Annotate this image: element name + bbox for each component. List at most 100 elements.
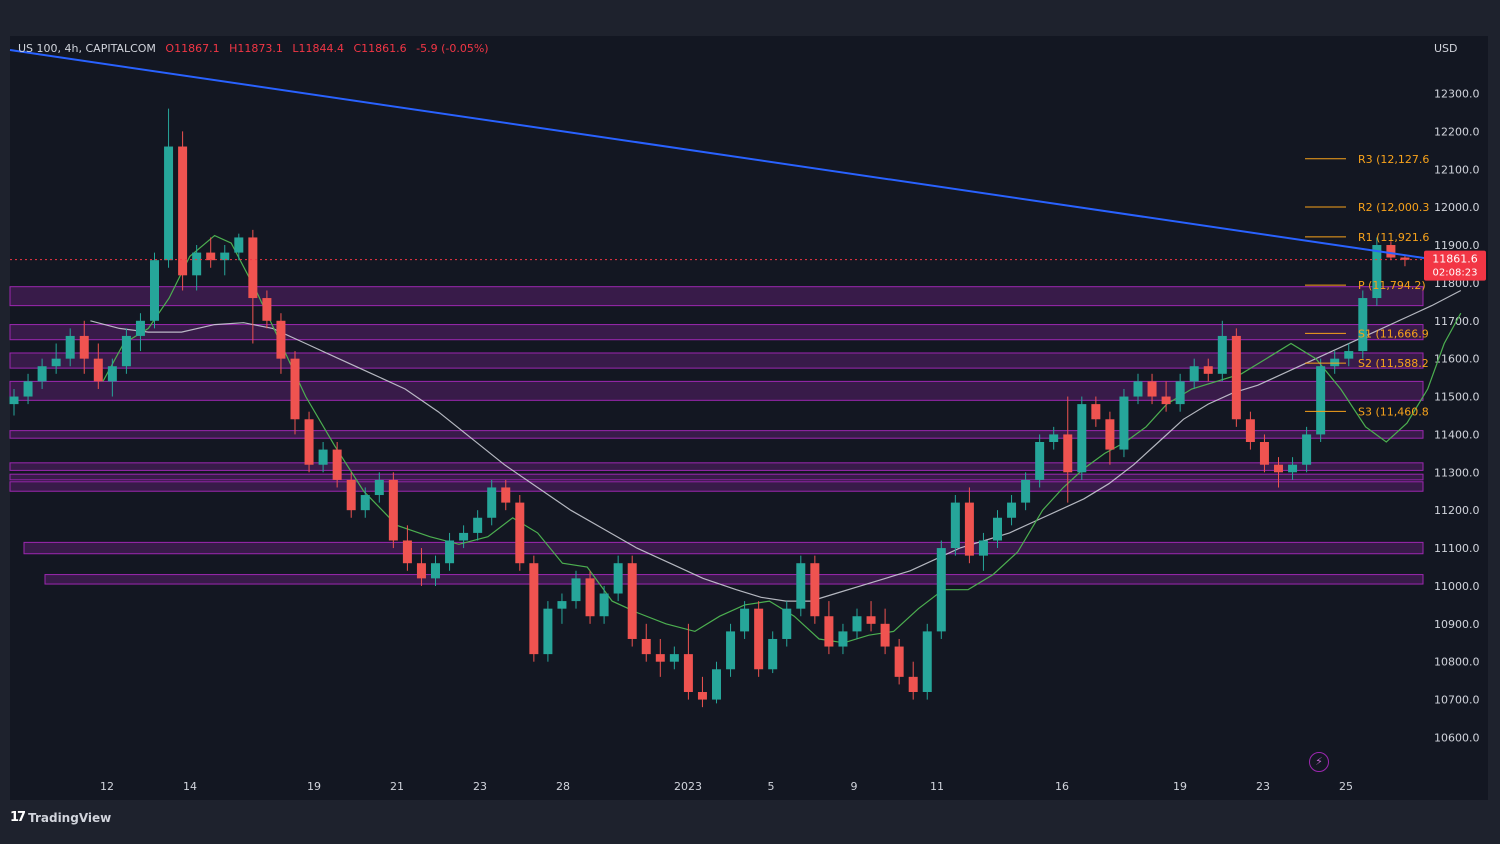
- candle-body: [908, 676, 918, 693]
- high-value: H11873.1: [229, 42, 283, 55]
- candle-body: [318, 449, 328, 465]
- zone-band: [9, 286, 1424, 307]
- candle-body: [683, 654, 693, 693]
- lightning-icon[interactable]: ⚡: [1309, 752, 1329, 772]
- candle-body: [1386, 245, 1396, 258]
- candle-body: [206, 252, 216, 261]
- candle-body: [234, 237, 244, 253]
- candle-body: [431, 563, 440, 579]
- x-tick-label: 19: [1173, 780, 1187, 793]
- x-tick-label: 14: [183, 780, 197, 793]
- candlesticks: [9, 108, 1410, 708]
- candle-body: [1358, 298, 1368, 352]
- candle-body: [1259, 441, 1269, 465]
- y-tick-label: 11500.0: [1434, 391, 1480, 404]
- y-tick-label: 10900.0: [1434, 618, 1480, 631]
- candle-body: [360, 495, 370, 511]
- candle-body: [9, 396, 19, 405]
- candle-body: [1091, 404, 1101, 420]
- support-resistance-zones: [9, 286, 1424, 585]
- candle-body: [894, 646, 904, 677]
- x-tick-label: 28: [556, 780, 570, 793]
- candle-body: [304, 419, 314, 465]
- candle-body: [51, 358, 61, 367]
- candle-body: [192, 252, 202, 276]
- currency-label[interactable]: USD: [1434, 42, 1458, 55]
- candle-body: [838, 631, 848, 647]
- candle-body: [529, 563, 539, 655]
- x-tick-label: 9: [851, 780, 858, 793]
- candle-body: [1175, 381, 1185, 405]
- y-tick-label: 10600.0: [1434, 731, 1480, 744]
- slow-moving-average: [90, 289, 1462, 602]
- candle-body: [964, 502, 974, 556]
- candle-body: [627, 563, 637, 639]
- pivot-label: R2 (12,000.3: [1358, 201, 1429, 214]
- candle-body: [768, 638, 778, 670]
- y-tick-label: 11400.0: [1434, 428, 1480, 441]
- pivot-levels: R3 (12,127.6 R2 (12,000.3 R1 (11,921.6 P (1…: [1305, 153, 1429, 418]
- x-tick-label: 19: [307, 780, 321, 793]
- x-tick-label: 25: [1339, 780, 1353, 793]
- candle-body: [445, 540, 455, 564]
- candle-body: [1245, 419, 1255, 442]
- candle-body: [402, 540, 412, 564]
- y-tick-label: 11300.0: [1434, 466, 1480, 479]
- candle-body: [852, 616, 862, 632]
- candle-body: [1203, 366, 1213, 374]
- candle-body: [571, 578, 581, 602]
- candle-body: [388, 479, 398, 541]
- candle-body: [135, 320, 145, 336]
- zone-band: [23, 541, 1424, 555]
- change-value: -5.9 (-0.05%): [416, 42, 489, 55]
- plot-background: [10, 36, 1488, 800]
- x-tick-label: 16: [1055, 780, 1069, 793]
- symbol-label[interactable]: US 100, 4h, CAPITALCOM: [18, 42, 156, 55]
- candle-body: [922, 631, 932, 693]
- candle-body: [1007, 502, 1017, 518]
- candle-body: [796, 563, 806, 609]
- candle-body: [248, 237, 258, 299]
- descending-trendline: [9, 49, 1425, 259]
- candle-body: [1372, 245, 1382, 299]
- price-tag-box: [1424, 250, 1486, 281]
- candle-body: [543, 608, 553, 655]
- y-tick-label: 10800.0: [1434, 656, 1480, 669]
- candle-body: [936, 548, 946, 632]
- y-tick-label: 10700.0: [1434, 694, 1480, 707]
- x-tick-label: 23: [1256, 780, 1270, 793]
- candle-body: [515, 502, 525, 564]
- zone-band: [9, 473, 1424, 481]
- candle-body: [1231, 335, 1241, 420]
- moving-averages: [90, 234, 1462, 644]
- candle-body: [1344, 351, 1354, 359]
- y-tick-label: 12100.0: [1434, 163, 1480, 176]
- candle-body: [150, 260, 159, 321]
- candle-body: [1105, 419, 1115, 450]
- candle-body: [1077, 404, 1087, 473]
- candle-body: [557, 601, 567, 609]
- candle-body: [641, 638, 651, 655]
- y-tick-label: 12200.0: [1434, 125, 1480, 138]
- candle-body: [346, 479, 356, 511]
- candle-body: [669, 654, 679, 662]
- candle-body: [1274, 464, 1283, 473]
- symbol-header: US 100, 4h, CAPITALCOM O11867.1 H11873.1…: [18, 42, 495, 55]
- trendline[interactable]: [9, 49, 1425, 259]
- candle-body: [993, 517, 1002, 541]
- tradingview-logo[interactable]: 17 TradingView: [10, 810, 111, 825]
- candle-body: [107, 366, 117, 382]
- candle-body: [810, 563, 820, 617]
- zone-band: [44, 574, 1424, 585]
- candle-body: [290, 358, 300, 420]
- candle-body: [332, 449, 342, 480]
- close-value: C11861.6: [353, 42, 407, 55]
- y-tick-label: 11900.0: [1434, 239, 1480, 252]
- candle-body: [1119, 396, 1129, 450]
- x-tick-label: 23: [473, 780, 487, 793]
- zone-band: [9, 481, 1424, 492]
- x-tick-label: 5: [768, 780, 775, 793]
- zone-band: [9, 462, 1424, 471]
